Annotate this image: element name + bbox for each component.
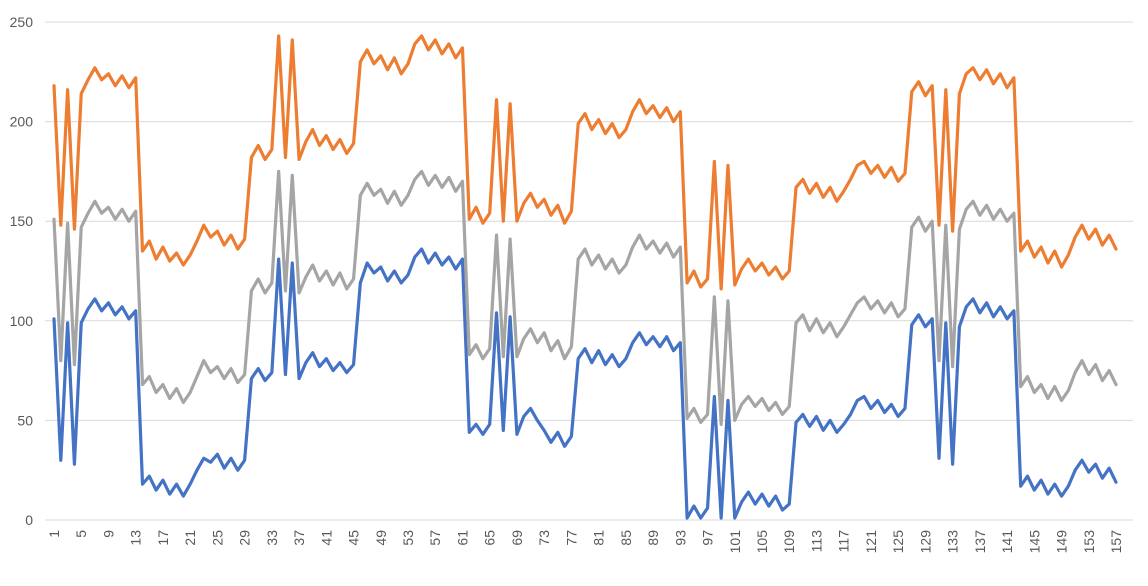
x-tick-label: 13 [128, 530, 144, 546]
x-tick-label: 57 [427, 530, 443, 546]
x-tick-label: 117 [836, 530, 852, 553]
series-line-2 [52, 169, 1118, 426]
gridlines [45, 21, 1133, 521]
x-tick-label: 109 [781, 530, 797, 554]
x-tick-label: 9 [100, 530, 116, 538]
x-tick-label: 5 [73, 530, 89, 538]
x-tick-label: 105 [754, 530, 770, 554]
x-tick-label: 157 [1108, 530, 1124, 554]
x-tick-label: 129 [917, 530, 933, 554]
x-tick-label: 141 [999, 530, 1015, 554]
y-tick-label: 50 [17, 412, 33, 428]
x-tick-label: 93 [672, 530, 688, 546]
series-lines [52, 34, 1118, 520]
x-tick-label: 45 [346, 530, 362, 546]
x-tick-label: 53 [400, 530, 416, 546]
x-tick-label: 33 [264, 530, 280, 546]
y-tick-label: 0 [25, 512, 33, 528]
x-tick-label: 149 [1054, 530, 1070, 554]
x-tick-label: 89 [645, 530, 661, 546]
x-tick-label: 17 [155, 530, 171, 546]
x-tick-label: 77 [563, 530, 579, 546]
y-tick-label: 250 [10, 14, 34, 30]
y-tick-label: 100 [10, 313, 34, 329]
y-axis-tick-labels: 0 50 100 150 200 250 [10, 14, 34, 528]
x-tick-label: 113 [808, 530, 824, 553]
x-tick-label: 41 [318, 530, 334, 546]
x-tick-label: 61 [454, 530, 470, 546]
x-tick-label: 145 [1026, 530, 1042, 554]
x-tick-label: 137 [972, 530, 988, 554]
x-tick-label: 29 [237, 530, 253, 546]
series-line-1 [52, 247, 1118, 520]
x-tick-label: 73 [536, 530, 552, 546]
x-tick-label: 21 [182, 530, 198, 546]
x-tick-label: 37 [291, 530, 307, 546]
x-tick-label: 65 [482, 530, 498, 546]
x-tick-label: 121 [863, 530, 879, 554]
x-tick-label: 101 [727, 530, 743, 554]
x-tick-label: 153 [1081, 530, 1097, 554]
x-tick-label: 125 [890, 530, 906, 554]
x-tick-label: 97 [700, 530, 716, 546]
y-tick-label: 200 [10, 114, 34, 130]
y-tick-label: 150 [10, 213, 34, 229]
series-line-3 [52, 34, 1118, 291]
x-tick-label: 49 [373, 530, 389, 546]
x-axis-tick-labels: 1 5 9 13 17 21 25 29 33 37 41 45 49 53 57 61 65 69 73 77 81 8… [46, 530, 1124, 554]
x-tick-label: 1 [46, 530, 62, 538]
x-tick-label: 85 [618, 530, 634, 546]
x-tick-label: 69 [509, 530, 525, 546]
x-tick-label: 25 [209, 530, 225, 546]
x-tick-label: 133 [945, 530, 961, 554]
x-tick-label: 81 [591, 530, 607, 546]
